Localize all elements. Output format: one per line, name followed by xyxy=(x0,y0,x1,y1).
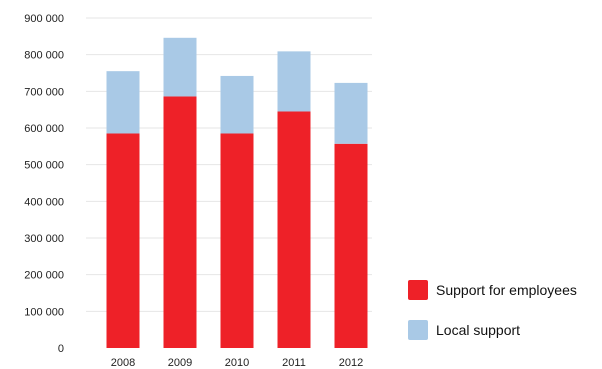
y-axis-ticks: 0 100 000 200 000 300 000 400 000 500 000 600 … xyxy=(24,13,64,355)
bar-segment xyxy=(163,96,197,348)
bar-segment xyxy=(277,111,311,348)
y-tick-label: 300 000 xyxy=(24,233,64,245)
y-tick-label: 600 000 xyxy=(24,123,64,135)
x-tick-label: 2008 xyxy=(111,357,135,369)
bar-segment xyxy=(334,82,368,144)
bar-segment xyxy=(163,37,197,97)
x-axis-ticks: 2008 2009 2010 2011 2012 xyxy=(111,357,363,369)
x-tick-label: 2011 xyxy=(282,357,306,369)
legend: Support for employees Local support xyxy=(408,280,577,340)
y-tick-label: 200 000 xyxy=(24,270,64,282)
y-tick-label: 400 000 xyxy=(24,196,64,208)
bars xyxy=(106,37,368,348)
y-tick-label: 500 000 xyxy=(24,160,64,172)
y-tick-label: 700 000 xyxy=(24,86,64,98)
legend-label: Local support xyxy=(436,322,520,338)
x-tick-label: 2012 xyxy=(339,357,363,369)
y-tick-label: 0 xyxy=(58,343,64,355)
legend-swatch xyxy=(408,320,428,340)
x-tick-label: 2010 xyxy=(225,357,249,369)
bar-segment xyxy=(277,51,311,112)
bar-segment xyxy=(220,75,254,134)
legend-label: Support for employees xyxy=(436,282,577,298)
bar-segment xyxy=(220,133,254,348)
y-tick-label: 900 000 xyxy=(24,13,64,25)
y-tick-label: 100 000 xyxy=(24,306,64,318)
legend-swatch xyxy=(408,280,428,300)
bar-segment xyxy=(106,133,140,348)
x-tick-label: 2009 xyxy=(168,357,192,369)
bar-segment xyxy=(334,143,368,348)
bar-segment xyxy=(106,71,140,134)
y-tick-label: 800 000 xyxy=(24,50,64,62)
